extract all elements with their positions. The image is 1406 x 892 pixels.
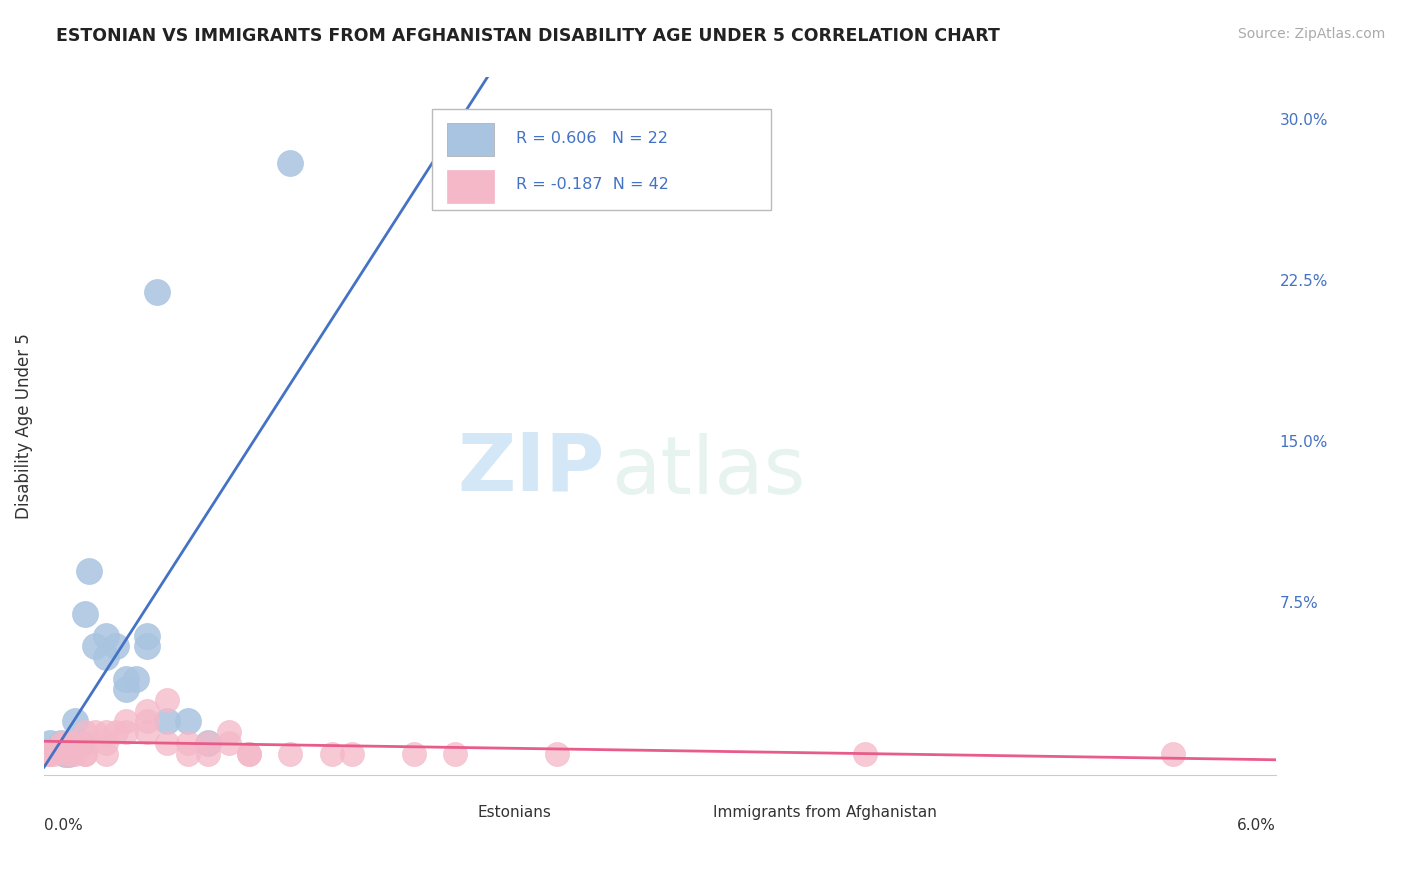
Point bbox=[94, 629, 117, 643]
Y-axis label: Disability Age Under 5: Disability Age Under 5 bbox=[15, 334, 32, 519]
Text: R = 0.606   N = 22: R = 0.606 N = 22 bbox=[516, 130, 668, 145]
Point bbox=[125, 672, 148, 686]
Point bbox=[53, 747, 76, 761]
FancyBboxPatch shape bbox=[432, 109, 770, 210]
Text: 0.0%: 0.0% bbox=[44, 818, 83, 833]
Point bbox=[37, 747, 59, 761]
Point bbox=[94, 747, 117, 761]
Point bbox=[135, 629, 157, 643]
Text: 30.0%: 30.0% bbox=[1279, 113, 1329, 128]
Point bbox=[53, 736, 76, 750]
Point bbox=[39, 747, 62, 761]
Text: Estonians: Estonians bbox=[478, 805, 551, 821]
Text: 22.5%: 22.5% bbox=[1279, 274, 1329, 289]
Text: 15.0%: 15.0% bbox=[1279, 435, 1329, 450]
FancyBboxPatch shape bbox=[654, 799, 700, 826]
Point bbox=[218, 725, 240, 739]
Point bbox=[84, 640, 107, 654]
FancyBboxPatch shape bbox=[447, 169, 494, 203]
Text: Source: ZipAtlas.com: Source: ZipAtlas.com bbox=[1237, 27, 1385, 41]
FancyBboxPatch shape bbox=[447, 123, 494, 156]
Point bbox=[135, 640, 157, 654]
Point bbox=[197, 736, 219, 750]
Text: ZIP: ZIP bbox=[457, 429, 605, 508]
Point bbox=[49, 736, 72, 750]
Point bbox=[218, 736, 240, 750]
Point bbox=[75, 725, 97, 739]
Text: atlas: atlas bbox=[610, 433, 806, 510]
Point bbox=[135, 704, 157, 718]
Point bbox=[853, 747, 876, 761]
Point bbox=[58, 747, 80, 761]
Text: Immigrants from Afghanistan: Immigrants from Afghanistan bbox=[713, 805, 936, 821]
Point bbox=[75, 747, 97, 761]
Point bbox=[177, 736, 200, 750]
Point bbox=[443, 747, 465, 761]
Text: 6.0%: 6.0% bbox=[1237, 818, 1277, 833]
Point bbox=[340, 747, 363, 761]
Point bbox=[70, 736, 93, 750]
Point bbox=[39, 736, 62, 750]
Text: 7.5%: 7.5% bbox=[1279, 596, 1319, 611]
Point bbox=[63, 714, 86, 729]
Point bbox=[104, 640, 127, 654]
Point bbox=[49, 736, 72, 750]
Point bbox=[44, 747, 66, 761]
Point bbox=[177, 747, 200, 761]
Point bbox=[135, 714, 157, 729]
Point bbox=[1161, 747, 1184, 761]
Point bbox=[94, 736, 117, 750]
Point bbox=[135, 725, 157, 739]
Point bbox=[146, 285, 169, 299]
Point bbox=[197, 736, 219, 750]
Point bbox=[75, 747, 97, 761]
Point bbox=[280, 747, 302, 761]
Text: R = -0.187  N = 42: R = -0.187 N = 42 bbox=[516, 177, 669, 192]
Point bbox=[63, 736, 86, 750]
Point bbox=[94, 725, 117, 739]
Point bbox=[321, 747, 343, 761]
Point bbox=[280, 156, 302, 170]
Point bbox=[84, 725, 107, 739]
Point bbox=[77, 564, 100, 578]
Point bbox=[238, 747, 260, 761]
Point bbox=[156, 714, 179, 729]
Point bbox=[58, 736, 80, 750]
Point bbox=[75, 736, 97, 750]
Point bbox=[75, 607, 97, 621]
Point bbox=[115, 725, 138, 739]
Point bbox=[115, 714, 138, 729]
Point bbox=[177, 714, 200, 729]
Point bbox=[156, 736, 179, 750]
Point bbox=[104, 725, 127, 739]
Point bbox=[115, 672, 138, 686]
Text: ESTONIAN VS IMMIGRANTS FROM AFGHANISTAN DISABILITY AGE UNDER 5 CORRELATION CHART: ESTONIAN VS IMMIGRANTS FROM AFGHANISTAN … bbox=[56, 27, 1000, 45]
Point bbox=[238, 747, 260, 761]
Point bbox=[197, 747, 219, 761]
Point bbox=[63, 747, 86, 761]
FancyBboxPatch shape bbox=[420, 799, 467, 826]
Point bbox=[58, 747, 80, 761]
Point bbox=[94, 650, 117, 665]
Point bbox=[402, 747, 425, 761]
Point bbox=[156, 693, 179, 707]
Point bbox=[546, 747, 568, 761]
Point bbox=[115, 682, 138, 697]
Point bbox=[53, 747, 76, 761]
